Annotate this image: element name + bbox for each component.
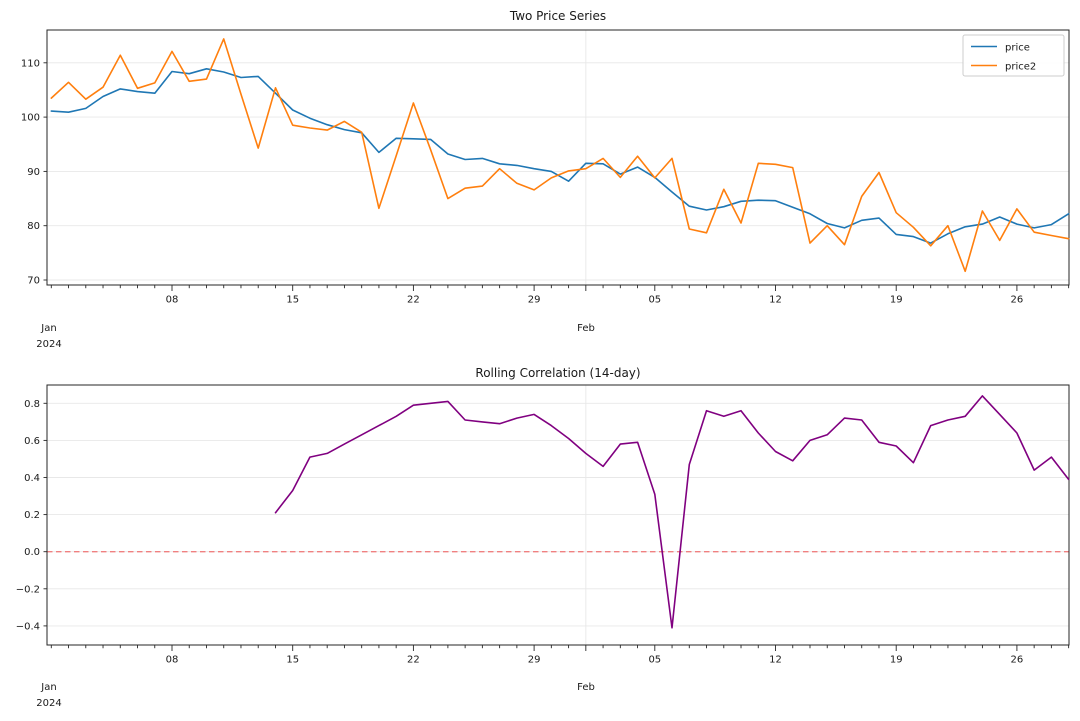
x-axis-month-label-feb-2: Feb (577, 682, 595, 693)
x-tick-label: 22 (407, 295, 420, 306)
y-tick-label: 90 (27, 167, 40, 178)
price-series-chart: Two Price Series 70 80 90 100 110 08 15 22 29 05 1… (21, 9, 1070, 350)
price-line (50, 68, 1070, 244)
x-tick-label: 05 (648, 655, 661, 666)
legend: price price2 (962, 34, 1065, 77)
x-tick-label: 15 (286, 295, 299, 306)
correlation-chart-title: Rolling Correlation (14-day) (475, 366, 640, 380)
x-tick-label: 12 (769, 655, 782, 666)
rolling-correlation-chart: Rolling Correlation (14-day) −0.4 −0.2 0.0… (16, 366, 1070, 709)
y-tick-label: 0.6 (24, 436, 40, 447)
legend-price2-label: price2 (1005, 62, 1036, 73)
x-tick-label: 29 (528, 655, 541, 666)
axes-frame (46, 29, 1070, 286)
x-tick-label: 29 (528, 295, 541, 306)
x-tick-label: 19 (890, 295, 903, 306)
y-tick-label: −0.2 (16, 584, 40, 595)
x-tick-label: 12 (769, 295, 782, 306)
x-tick-label: 08 (166, 655, 179, 666)
x-tick-label: 26 (1011, 295, 1024, 306)
x-tick-label: 05 (648, 295, 661, 306)
rolling_correlation-line (274, 395, 1070, 629)
x-tick-label: 15 (286, 655, 299, 666)
x-axis-month-label-jan-2: Jan (40, 682, 56, 693)
x-axis-month-label-jan: Jan (40, 323, 56, 334)
x-axis-month-label-feb: Feb (577, 323, 595, 334)
x-tick-label: 22 (407, 655, 420, 666)
x-tick-label: 08 (166, 295, 179, 306)
legend-price-label: price (1005, 43, 1030, 54)
x-axis-year-label-2024: 2024 (36, 339, 61, 350)
y-tick-label: 70 (27, 276, 40, 287)
y-tick-label: 0.4 (24, 473, 40, 484)
correlation-chart-plot-area: −0.4 −0.2 0.0 0.2 0.4 0.6 0.8 08 15 22 29 05 12 19 26 (16, 384, 1070, 666)
x-tick-label: 19 (890, 655, 903, 666)
price-chart-plot-area: 70 80 90 100 110 08 15 22 29 05 12 19 26 (21, 29, 1070, 306)
y-tick-label: 80 (27, 221, 40, 232)
price-chart-title: Two Price Series (509, 9, 606, 23)
y-tick-label: 0.8 (24, 399, 40, 410)
y-tick-label: 100 (21, 113, 40, 124)
y-tick-label: −0.4 (16, 621, 40, 632)
price2-line (50, 38, 1070, 273)
x-axis-year-label-2024-2: 2024 (36, 698, 61, 709)
y-tick-label: 110 (21, 58, 40, 69)
x-tick-label: 26 (1011, 655, 1024, 666)
y-tick-label: 0.0 (24, 547, 40, 558)
y-tick-label: 0.2 (24, 510, 40, 521)
